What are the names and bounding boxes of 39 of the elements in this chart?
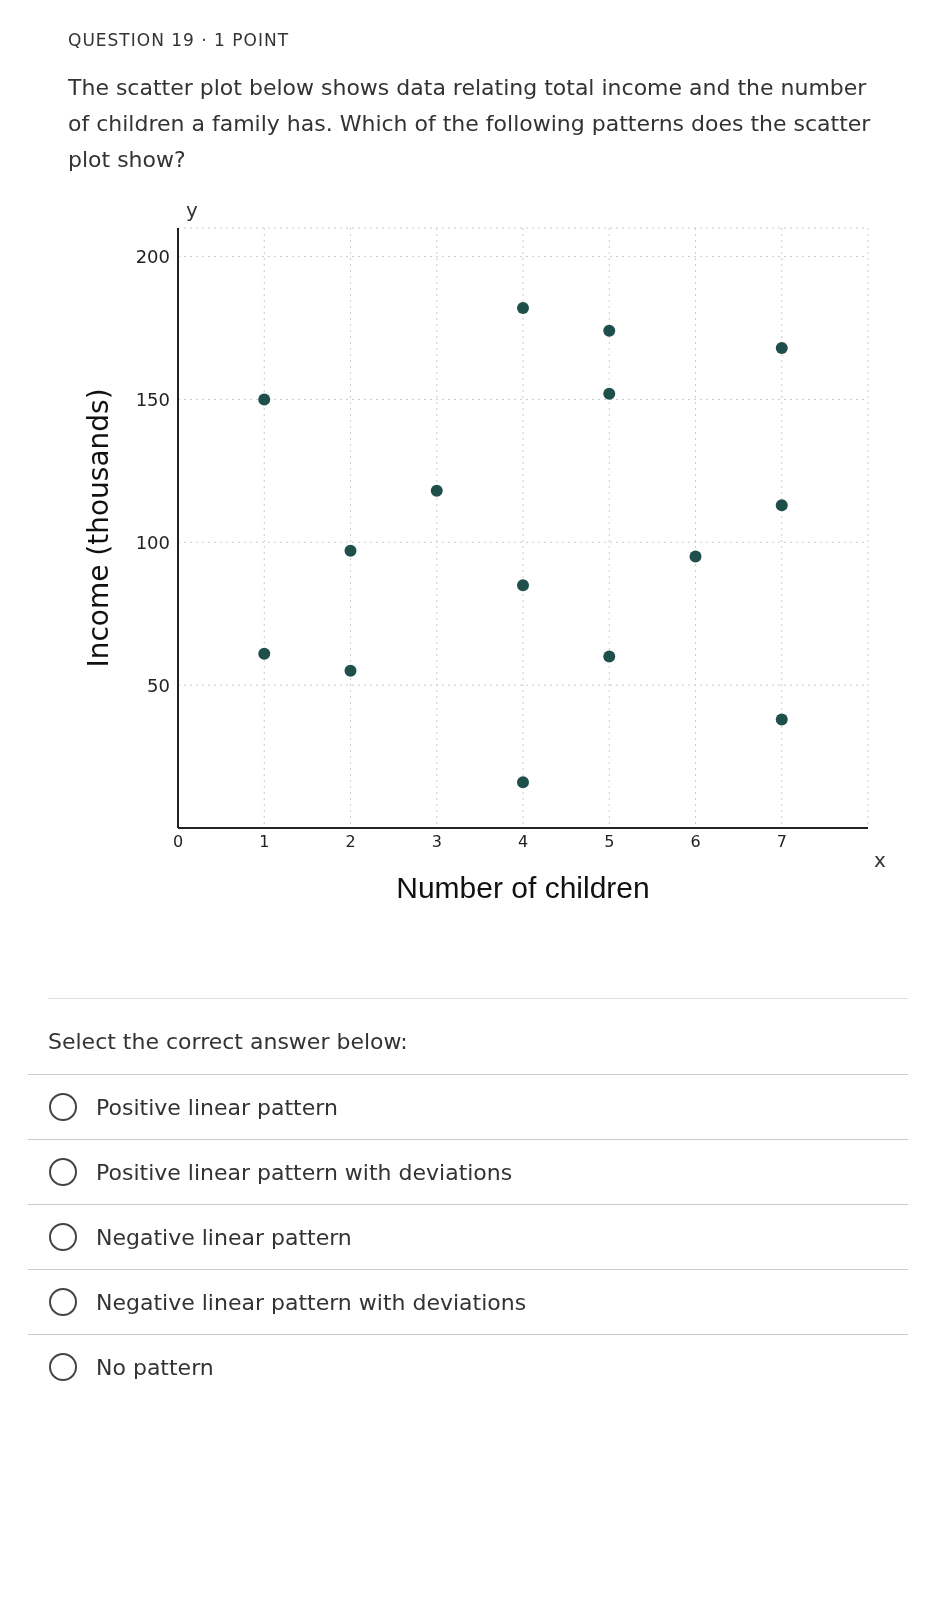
- x-tick-label: 6: [690, 832, 701, 852]
- point: [775, 499, 788, 512]
- text: Positive linear pattern with deviations: [96, 1159, 513, 1185]
- text: No pattern: [96, 1354, 214, 1380]
- point: [603, 324, 616, 337]
- chart-subtitle: The scatter plot below shows data relating total income and the number of children a family has. Which of the following patterns does the scatter plot show?: [68, 74, 872, 174]
- point: [430, 484, 443, 497]
- point: [517, 776, 529, 789]
- text: Positive linear pattern: [96, 1094, 338, 1120]
- point: [603, 650, 616, 663]
- text: Select the correct answer below:: [48, 998, 908, 1054]
- x-tick-label: 5: [604, 832, 615, 852]
- point: [258, 647, 271, 660]
- y-axis-title: Income (thousands): [81, 388, 115, 668]
- chart-title: QUESTION 19 · 1 POINT: [68, 30, 291, 50]
- text: y: [186, 198, 198, 222]
- x-tick-label: 3: [431, 832, 442, 852]
- x-tick-label: 0: [172, 832, 184, 852]
- x-tick-label: 4: [517, 832, 529, 852]
- point: [517, 579, 529, 592]
- point: [775, 342, 788, 354]
- point: [775, 713, 788, 726]
- point: [517, 302, 529, 314]
- y-tick-label: 200: [135, 245, 170, 267]
- x-tick-label: 7: [776, 832, 787, 852]
- y-tick-label: 150: [135, 388, 170, 410]
- point: [689, 550, 702, 563]
- y-tick-label: 100: [135, 531, 170, 553]
- x-axis-title: Number of children: [396, 871, 650, 904]
- point: [258, 393, 271, 406]
- point: [344, 664, 357, 677]
- text: Negative linear pattern: [96, 1224, 352, 1250]
- y-tick-label: 50: [147, 674, 170, 696]
- point: [603, 387, 616, 400]
- text: x: [874, 848, 886, 872]
- x-tick-label: 2: [345, 832, 356, 852]
- text: Negative linear pattern with deviations: [96, 1289, 527, 1315]
- point: [344, 544, 357, 557]
- x-tick-label: 1: [259, 832, 270, 852]
